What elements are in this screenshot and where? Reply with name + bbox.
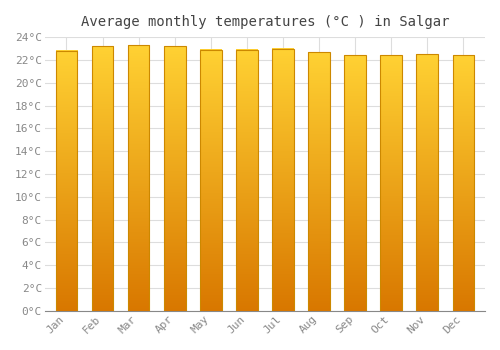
Bar <box>164 46 186 311</box>
Bar <box>416 54 438 311</box>
Bar <box>236 50 258 311</box>
Bar <box>308 52 330 311</box>
Title: Average monthly temperatures (°C ) in Salgar: Average monthly temperatures (°C ) in Sa… <box>80 15 449 29</box>
Bar <box>200 50 222 311</box>
Bar <box>344 55 366 311</box>
Bar <box>380 55 402 311</box>
Bar <box>452 55 474 311</box>
Bar <box>92 46 114 311</box>
Bar <box>272 49 294 311</box>
Bar <box>56 51 78 311</box>
Bar <box>128 45 150 311</box>
